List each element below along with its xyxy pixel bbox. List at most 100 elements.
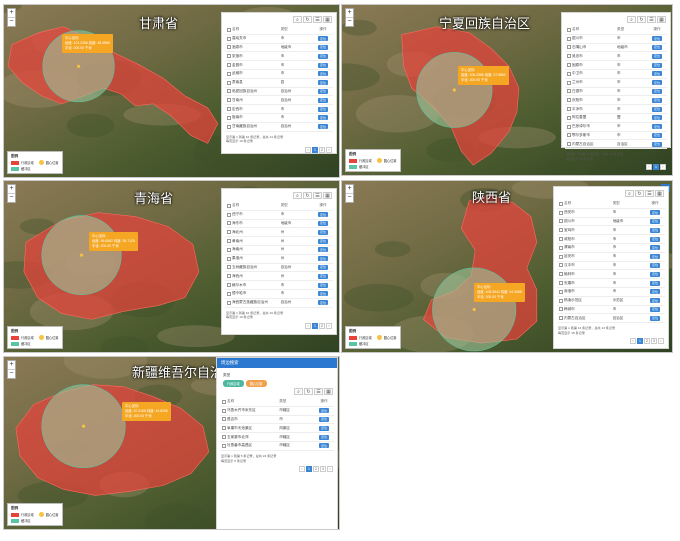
locate-button[interactable]: 定位 xyxy=(649,315,660,321)
page-button[interactable]: 3 xyxy=(651,338,657,345)
locate-button[interactable]: 定位 xyxy=(318,425,329,431)
table-row[interactable]: 肃南县 县 定位 xyxy=(225,79,333,88)
locate-button[interactable]: 定位 xyxy=(317,282,328,288)
zoom-in-button[interactable]: + xyxy=(8,185,15,194)
locate-button[interactable]: 定位 xyxy=(649,298,660,304)
table-row[interactable]: 铜川市 地级市 定位 xyxy=(557,218,665,227)
locate-button[interactable]: 定位 xyxy=(317,53,328,59)
refresh-icon[interactable]: ↻ xyxy=(304,388,313,395)
table-row[interactable]: 巴彦淖尔市 市 定位 xyxy=(565,123,667,132)
select-all-checkbox[interactable] xyxy=(221,399,226,404)
locate-button[interactable]: 定位 xyxy=(649,289,660,295)
table-row[interactable]: 武威市 市 定位 xyxy=(225,70,333,79)
locate-button[interactable]: 定位 xyxy=(651,62,662,68)
table-row[interactable]: 固原市 市 定位 xyxy=(565,61,667,70)
locate-button[interactable]: 定位 xyxy=(317,115,328,121)
column-header-0[interactable]: 名称 xyxy=(227,399,235,404)
table-row[interactable]: 韩城市 市 定位 xyxy=(557,306,665,315)
row-checkbox[interactable] xyxy=(226,283,231,288)
row-checkbox[interactable] xyxy=(566,115,571,120)
locate-button[interactable]: 定位 xyxy=(317,44,328,50)
column-header-2[interactable]: 操作 xyxy=(320,399,328,404)
table-row[interactable]: 海北州 州 定位 xyxy=(225,228,333,238)
locate-button[interactable]: 定位 xyxy=(317,97,328,103)
row-checkbox[interactable] xyxy=(226,274,231,279)
row-checkbox[interactable] xyxy=(558,228,563,233)
table-row[interactable]: 乌鲁木齐市米东区 市辖区 定位 xyxy=(220,407,334,416)
row-checkbox[interactable] xyxy=(226,265,231,270)
row-checkbox[interactable] xyxy=(226,54,231,59)
row-checkbox[interactable] xyxy=(226,221,231,226)
table-row[interactable]: 商洛市 市 定位 xyxy=(557,288,665,297)
locate-button[interactable]: 定位 xyxy=(317,238,328,244)
locate-button[interactable]: 定位 xyxy=(651,124,662,130)
locate-button[interactable]: 定位 xyxy=(649,227,660,233)
locate-button[interactable]: 定位 xyxy=(318,443,329,449)
search-icon[interactable]: ⌕ xyxy=(293,16,302,23)
locate-button[interactable]: 定位 xyxy=(317,71,328,77)
locate-button[interactable]: 定位 xyxy=(317,264,328,270)
table-row[interactable]: 延安市 市 定位 xyxy=(557,253,665,262)
table-row[interactable]: 海南州 州 定位 xyxy=(225,246,333,255)
locate-button[interactable]: 定位 xyxy=(651,141,662,147)
table-row[interactable]: 内蒙古自治区 自治区 定位 xyxy=(557,314,665,324)
table-row[interactable]: 黄南州 州 定位 xyxy=(225,237,333,246)
locate-button[interactable]: 定位 xyxy=(651,44,662,50)
row-checkbox[interactable] xyxy=(226,239,231,244)
table-row[interactable]: 吐鲁番市高昌区 市辖区 定位 xyxy=(220,442,334,451)
locate-button[interactable]: 定位 xyxy=(317,300,328,306)
row-checkbox[interactable] xyxy=(566,36,571,41)
table-row[interactable]: 阜康市天池景区 风景区 定位 xyxy=(220,424,334,434)
table-row[interactable]: 临夏回族自治州 自治州 定位 xyxy=(225,88,333,97)
zoom-out-button[interactable]: − xyxy=(9,370,14,377)
locate-button[interactable]: 定位 xyxy=(651,80,662,86)
table-row[interactable]: 榆林市 市 定位 xyxy=(557,270,665,280)
table-row[interactable]: 鄂尔多斯市 市 定位 xyxy=(565,132,667,141)
locate-button[interactable]: 定位 xyxy=(318,408,329,414)
table-row[interactable]: 海东市 地级市 定位 xyxy=(225,220,333,229)
type-chip[interactable]: 行政区域 xyxy=(223,380,244,387)
column-header-1[interactable]: 类型 xyxy=(279,399,287,404)
list-icon[interactable]: ☰ xyxy=(645,190,654,197)
locate-button[interactable]: 定位 xyxy=(649,236,660,242)
zoom-out-button[interactable]: − xyxy=(347,194,352,201)
row-checkbox[interactable] xyxy=(558,237,563,242)
zoom-in-button[interactable]: + xyxy=(346,9,353,18)
column-header-0[interactable]: 名称 xyxy=(232,203,240,208)
row-checkbox[interactable] xyxy=(226,247,231,252)
row-checkbox[interactable] xyxy=(221,443,226,448)
refresh-icon[interactable]: ↻ xyxy=(303,192,312,199)
table-row[interactable]: 酒泉市 地级市 定位 xyxy=(225,44,333,53)
table-row[interactable]: 白银市 市 定位 xyxy=(565,88,667,97)
info-popup[interactable]: 中心坐标 经度: 106.2586 纬度: 37.5862 半径: 200.00 千… xyxy=(458,66,509,85)
row-checkbox[interactable] xyxy=(566,107,571,112)
list-icon[interactable]: ☰ xyxy=(314,388,323,395)
column-header-2[interactable]: 操作 xyxy=(651,201,659,206)
column-header-2[interactable]: 操作 xyxy=(319,27,327,32)
page-button[interactable]: 1 xyxy=(306,465,312,472)
row-checkbox[interactable] xyxy=(566,80,571,85)
page-button[interactable]: › xyxy=(326,322,332,329)
row-checkbox[interactable] xyxy=(558,245,563,250)
column-header-2[interactable]: 操作 xyxy=(319,203,327,208)
row-checkbox[interactable] xyxy=(226,71,231,76)
row-checkbox[interactable] xyxy=(226,89,231,94)
locate-button[interactable]: 定位 xyxy=(317,212,328,218)
zoom-in-button[interactable]: + xyxy=(8,361,15,370)
row-checkbox[interactable] xyxy=(226,300,231,305)
page-button[interactable]: 1 xyxy=(312,322,318,329)
info-popup[interactable]: 中心坐标 经度: 108.9542 纬度: 34.2658 半径: 200.00 千… xyxy=(474,283,525,302)
row-checkbox[interactable] xyxy=(221,417,226,422)
column-header-0[interactable]: 名称 xyxy=(572,27,580,32)
locate-button[interactable]: 定位 xyxy=(651,106,662,112)
locate-button[interactable]: 定位 xyxy=(649,218,660,224)
zoom-out-button[interactable]: − xyxy=(347,18,352,25)
row-checkbox[interactable] xyxy=(558,219,563,224)
table-row[interactable]: 汉中市 市 定位 xyxy=(557,262,665,271)
row-checkbox[interactable] xyxy=(226,63,231,68)
table-row[interactable]: 甘南州 自治州 定位 xyxy=(225,96,333,106)
locate-button[interactable]: 定位 xyxy=(649,271,660,277)
row-checkbox[interactable] xyxy=(226,230,231,235)
locate-button[interactable]: 定位 xyxy=(318,434,329,440)
locate-button[interactable]: 定位 xyxy=(649,245,660,251)
